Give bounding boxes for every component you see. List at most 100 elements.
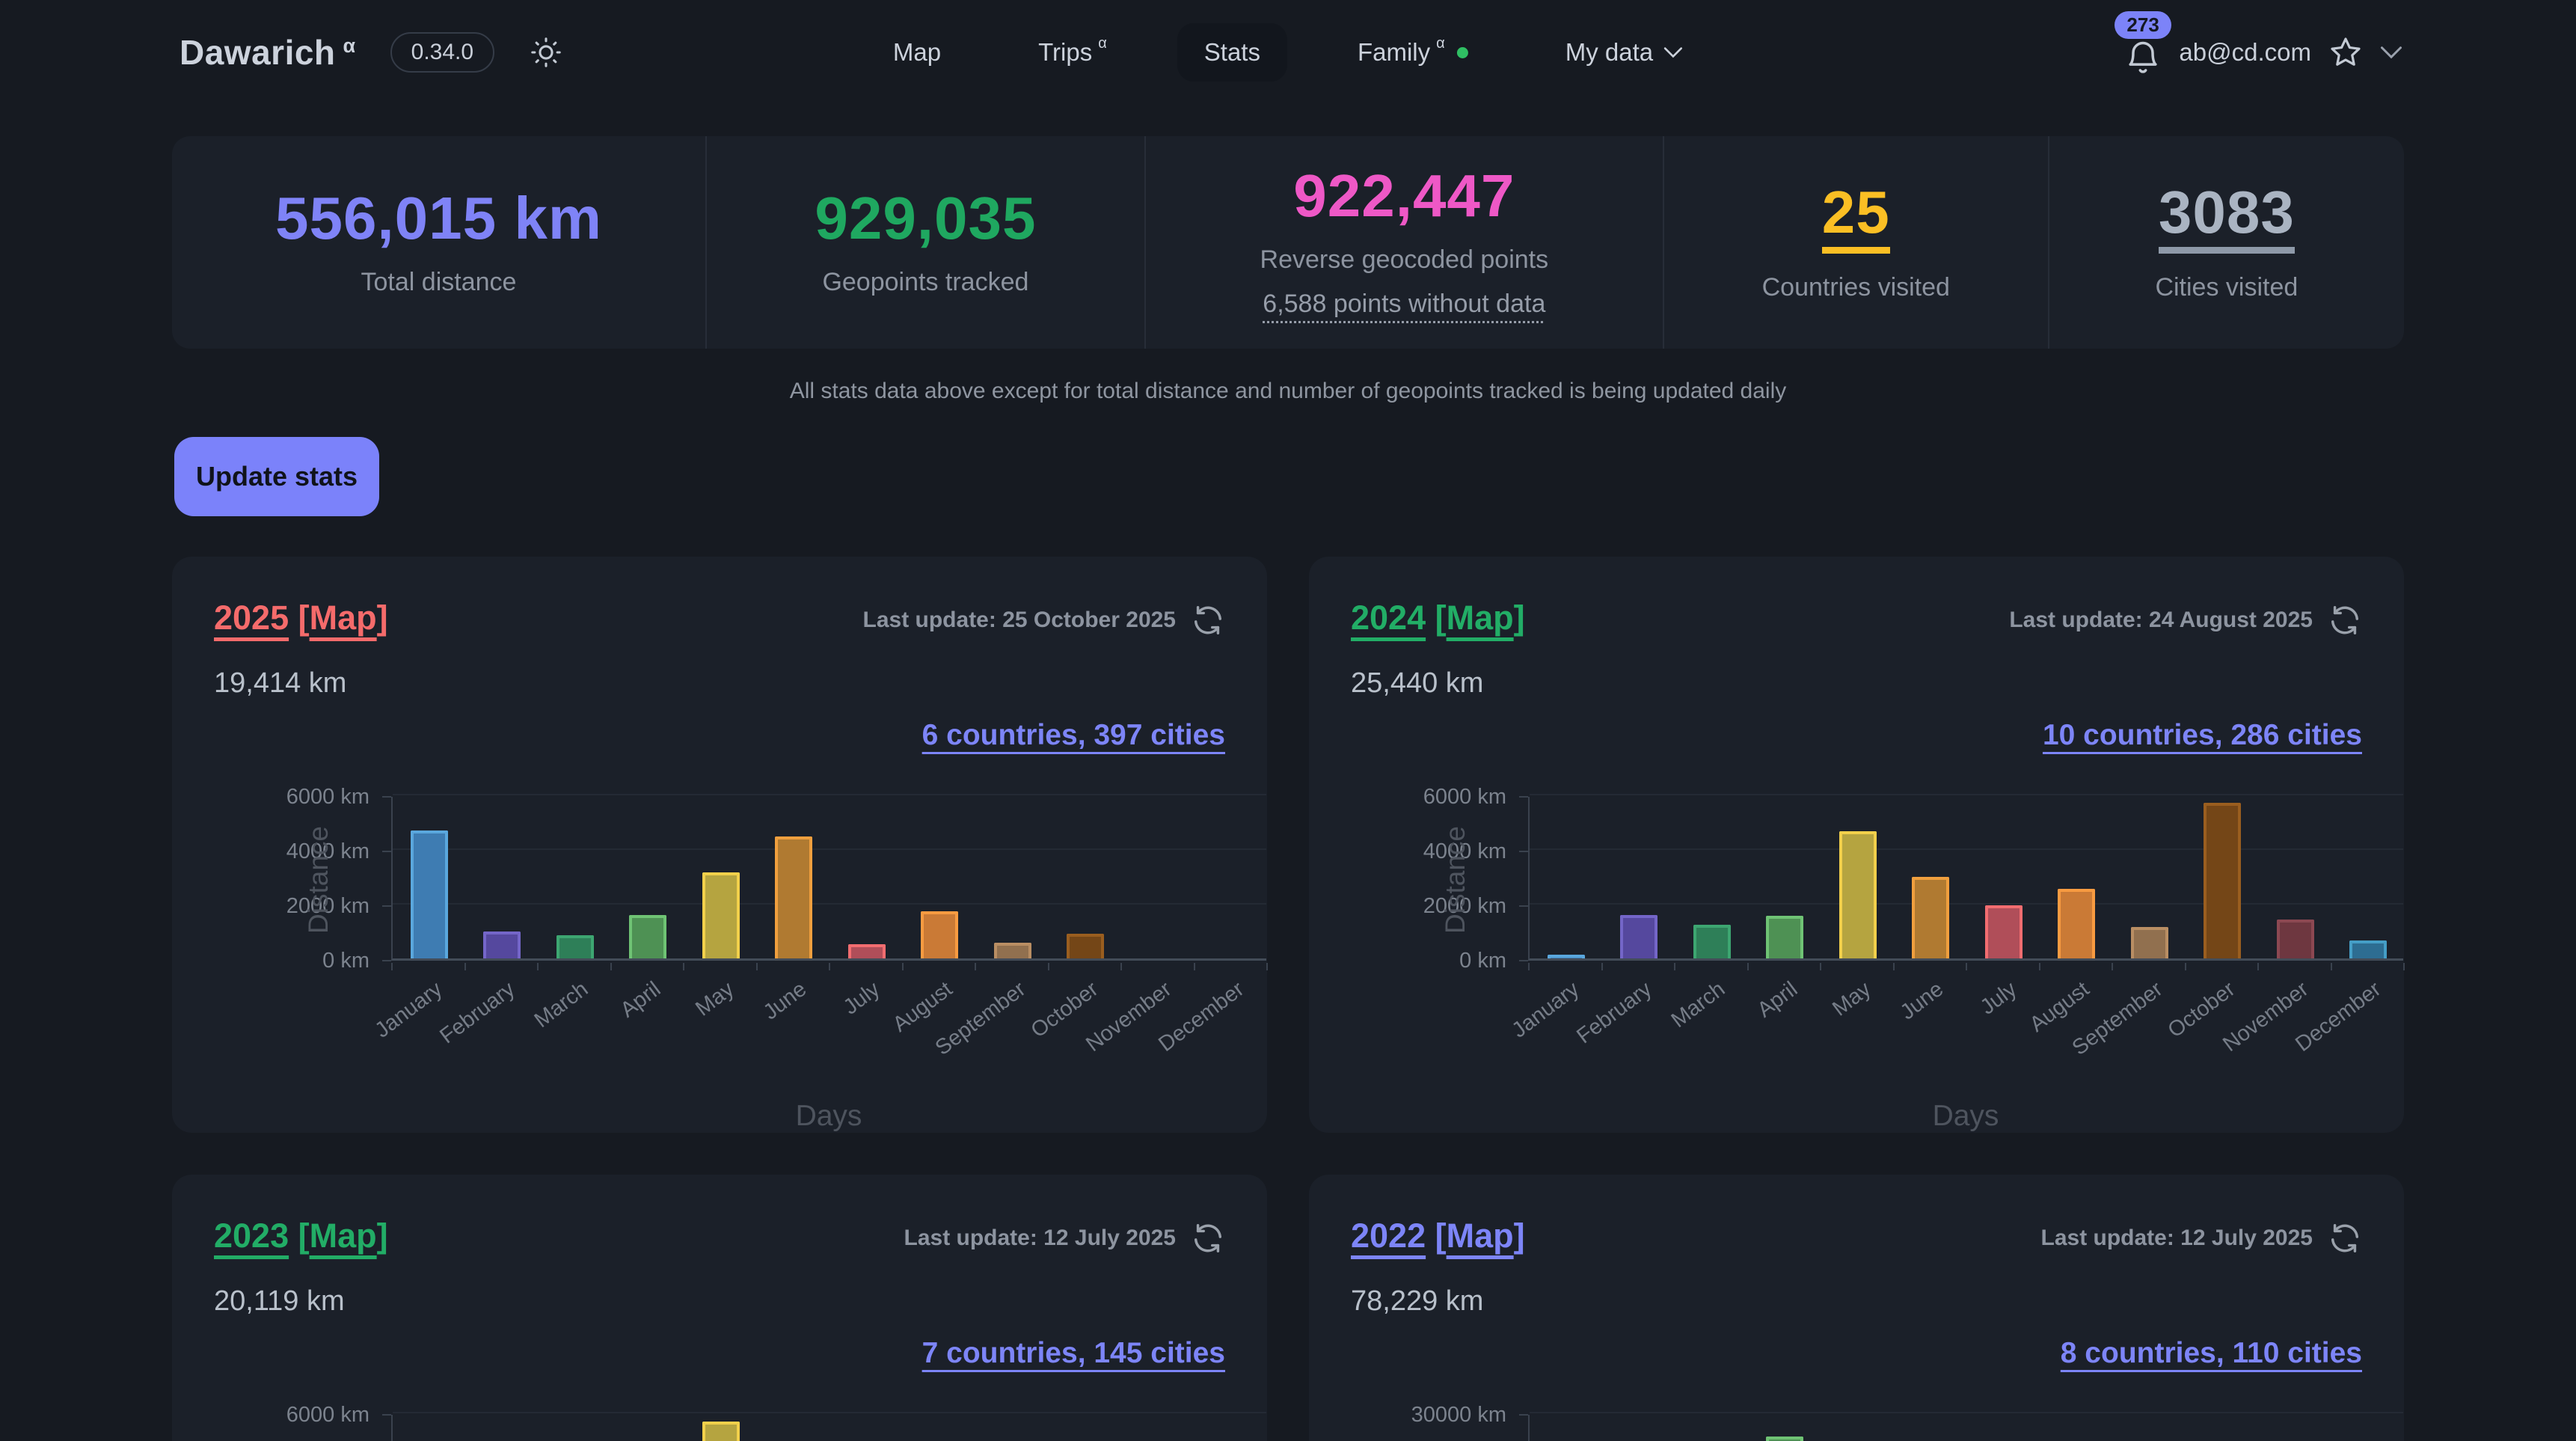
bracket-close: ] bbox=[376, 1217, 388, 1255]
distance-bar-chart[interactable]: 6000 kmJanuaryFebruaryMarchAprilMayJuneJ… bbox=[214, 1403, 1266, 1441]
bracket-open: [ bbox=[298, 1217, 310, 1255]
countries-cities-link[interactable]: 8 countries, 110 cities bbox=[2060, 1337, 2362, 1369]
bar-september bbox=[2130, 927, 2168, 958]
x-axis-title: Days bbox=[795, 1100, 862, 1132]
last-update-text: Last update: 25 October 2025 bbox=[862, 608, 1176, 632]
x-axis-tick-mark bbox=[391, 963, 393, 970]
user-email[interactable]: ab@cd.com bbox=[2179, 38, 2311, 66]
x-axis-title: Days bbox=[1932, 1100, 1999, 1132]
bracket-close: ] bbox=[1513, 599, 1525, 637]
stat-sublabel-tooltip[interactable]: 6,588 points without data bbox=[1263, 290, 1546, 318]
x-axis-tick-mark bbox=[2112, 963, 2113, 970]
year-distance: 25,440 km bbox=[1351, 667, 1484, 699]
x-axis-tick-mark bbox=[1266, 963, 1268, 970]
bar-june bbox=[775, 836, 813, 958]
favorite-button[interactable] bbox=[2328, 34, 2364, 70]
bar-october bbox=[1067, 934, 1105, 958]
countries-cities-row: 7 countries, 145 cities bbox=[214, 1337, 1225, 1370]
y-axis-tick-label: 2000 km bbox=[1423, 894, 1506, 918]
nav-item-label: Trips bbox=[1038, 38, 1093, 66]
distance-bar-chart[interactable]: 30000 kmJanuaryFebruaryMarchAprilMayJune… bbox=[1351, 1403, 2403, 1441]
card-header: 2024 [Map] Last update: 24 August 2025 bbox=[1351, 599, 2362, 637]
alpha-superscript: α bbox=[1098, 34, 1107, 52]
chart-gridline bbox=[1530, 794, 2403, 795]
main-navigation: Map Trips α Stats Family α My data bbox=[866, 23, 1710, 82]
bar-february bbox=[483, 931, 521, 958]
app-title: Dawarich bbox=[180, 33, 336, 72]
year-card-2024: 2024 [Map] Last update: 24 August 2025 25,… bbox=[1309, 557, 2405, 1133]
last-update-meta: Last update: 12 July 2025 bbox=[2041, 1221, 2363, 1255]
alpha-superscript: α bbox=[1436, 34, 1445, 52]
distance-bar-chart[interactable]: 0 km 2000 km 4000 km 6000 km January February… bbox=[214, 785, 1268, 1133]
bar-august bbox=[921, 911, 959, 958]
x-axis-tick-mark bbox=[1892, 963, 1895, 970]
refresh-icon bbox=[1191, 603, 1225, 637]
year-link[interactable]: 2023 bbox=[214, 1217, 289, 1255]
nav-item-my-data[interactable]: My data bbox=[1539, 23, 1710, 82]
countries-cities-link[interactable]: 10 countries, 286 cities bbox=[2042, 719, 2362, 751]
map-link[interactable]: Map bbox=[309, 599, 377, 637]
year-card-2023: 2023 [Map] Last update: 12 July 2025 20,11… bbox=[172, 1175, 1267, 1441]
distance-bar-chart[interactable]: 0 km 2000 km 4000 km 6000 km January February… bbox=[1351, 785, 2405, 1133]
update-stats-button[interactable]: Update stats bbox=[174, 437, 379, 516]
y-axis-title: Distance bbox=[1440, 825, 1471, 934]
last-update-text: Last update: 24 August 2025 bbox=[2009, 608, 2313, 632]
notifications-button[interactable]: 273 bbox=[2115, 11, 2171, 77]
version-badge: 0.34.0 bbox=[390, 32, 495, 73]
theme-toggle-button[interactable] bbox=[529, 35, 563, 70]
stat-label: Cities visited bbox=[2155, 273, 2299, 302]
countries-cities-link[interactable]: 6 countries, 397 cities bbox=[921, 719, 1225, 751]
map-link[interactable]: Map bbox=[1446, 599, 1514, 637]
y-axis-title: Distance bbox=[1440, 1438, 1471, 1441]
stats-note: All stats data above except for total di… bbox=[789, 379, 1787, 403]
chart-gridline bbox=[393, 794, 1266, 795]
user-menu-button[interactable] bbox=[2380, 45, 2402, 60]
refresh-button[interactable] bbox=[1191, 1221, 1225, 1255]
chart-gridline bbox=[393, 903, 1266, 905]
countries-cities-link[interactable]: 7 countries, 145 cities bbox=[921, 1337, 1225, 1369]
y-axis-tick-mark bbox=[382, 796, 391, 798]
bar-march bbox=[1693, 925, 1731, 958]
x-axis-tick-mark bbox=[2330, 963, 2332, 970]
chart-gridline bbox=[393, 1412, 1266, 1413]
y-axis-tick-mark bbox=[1519, 960, 1528, 961]
x-axis-tick-mark bbox=[464, 963, 466, 970]
nav-item-trips[interactable]: Trips α bbox=[1011, 23, 1134, 82]
y-axis-tick-label: 4000 km bbox=[1423, 839, 1506, 863]
bar-january bbox=[1547, 954, 1585, 958]
y-axis-tick-label: 2000 km bbox=[286, 894, 369, 918]
refresh-button[interactable] bbox=[1191, 603, 1225, 637]
bar-august bbox=[2058, 889, 2096, 958]
app-logo[interactable]: Dawarich α bbox=[180, 32, 356, 73]
notifications-count-badge: 273 bbox=[2115, 11, 2171, 39]
stat-total-distance: 556,015 km Total distance bbox=[172, 136, 707, 349]
stat-value: 922,447 bbox=[1293, 162, 1515, 229]
y-axis-tick-label: 6000 km bbox=[286, 1403, 369, 1427]
last-update-meta: Last update: 12 July 2025 bbox=[904, 1221, 1226, 1255]
x-axis-tick-mark bbox=[901, 963, 904, 970]
bracket-open: [ bbox=[1435, 599, 1447, 637]
bar-may bbox=[702, 1422, 740, 1441]
y-axis-tick-label: 0 km bbox=[1459, 949, 1506, 973]
y-axis-tick-mark bbox=[382, 851, 391, 852]
y-axis-tick-mark bbox=[382, 1414, 391, 1416]
x-axis-tick-mark bbox=[2184, 963, 2186, 970]
year-link[interactable]: 2024 bbox=[1351, 599, 1426, 637]
bracket-open: [ bbox=[1435, 1217, 1447, 1255]
refresh-button[interactable] bbox=[2328, 1221, 2362, 1255]
year-link[interactable]: 2025 bbox=[214, 599, 289, 637]
nav-item-family[interactable]: Family α bbox=[1331, 23, 1495, 82]
nav-item-stats[interactable]: Stats bbox=[1177, 23, 1287, 82]
star-icon bbox=[2328, 34, 2364, 70]
x-axis-tick-mark bbox=[1047, 963, 1049, 970]
chart-plot-area bbox=[391, 794, 1266, 961]
map-link[interactable]: Map bbox=[1446, 1217, 1514, 1255]
navbar: Dawarich α 0.34.0 Map Trips α Stats Family α My… bbox=[0, 0, 2576, 105]
nav-item-map[interactable]: Map bbox=[866, 23, 968, 82]
map-link[interactable]: Map bbox=[309, 1217, 377, 1255]
refresh-button[interactable] bbox=[2328, 603, 2362, 637]
alpha-superscript: α bbox=[343, 34, 356, 57]
stat-label: Total distance bbox=[361, 267, 517, 296]
x-axis-tick-mark bbox=[755, 963, 758, 970]
year-link[interactable]: 2022 bbox=[1351, 1217, 1426, 1255]
